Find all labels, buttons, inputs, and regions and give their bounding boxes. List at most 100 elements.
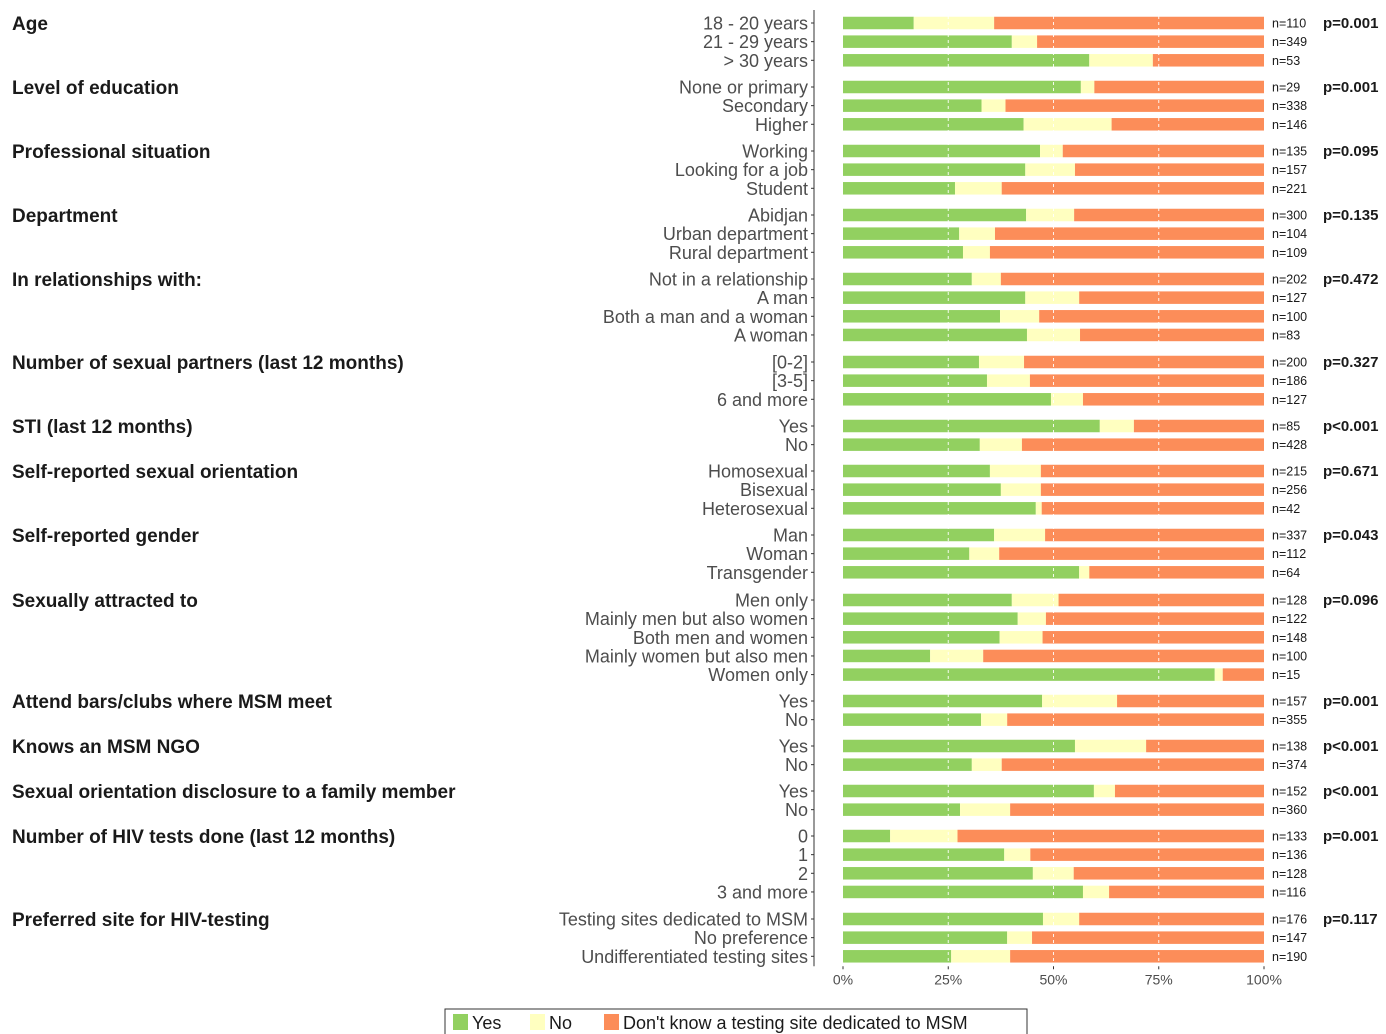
bar-segment-no bbox=[1023, 118, 1112, 131]
bar-segment-dont-know bbox=[1039, 310, 1264, 323]
bar-segment-yes bbox=[843, 483, 1001, 496]
bar-segment-dont-know bbox=[1001, 182, 1264, 195]
p-value: p=0.327 bbox=[1323, 354, 1378, 371]
category-label: Student bbox=[746, 179, 808, 199]
bar-segment-no bbox=[1011, 35, 1038, 48]
bar-segment-yes bbox=[843, 80, 1081, 94]
n-label: n=53 bbox=[1272, 54, 1300, 68]
bar-segment-yes bbox=[843, 829, 891, 843]
category-label: Heterosexual bbox=[702, 499, 808, 519]
category-label: None or primary bbox=[679, 78, 808, 98]
bar-segment-dont-know bbox=[1111, 118, 1264, 131]
bar-segment-no bbox=[1040, 144, 1063, 158]
bar-segment-no bbox=[979, 438, 1022, 451]
p-value: p=0.117 bbox=[1323, 911, 1378, 928]
group-title: Attend bars/clubs where MSM meet bbox=[12, 692, 333, 713]
n-label: n=85 bbox=[1272, 420, 1300, 434]
bar-segment-no bbox=[1050, 393, 1083, 406]
bar-segment-no bbox=[954, 182, 1002, 195]
bar-segment-dont-know bbox=[1010, 803, 1264, 816]
p-value: p=0.001 bbox=[1323, 79, 1378, 96]
legend-label: No bbox=[549, 1013, 572, 1033]
bar-segment-yes bbox=[843, 227, 960, 240]
category-label: A man bbox=[757, 288, 808, 308]
category-label: Both a man and a woman bbox=[603, 307, 808, 327]
n-label: n=128 bbox=[1272, 867, 1307, 881]
bar-segment-yes bbox=[843, 374, 987, 387]
bar-segment-no bbox=[890, 829, 958, 843]
x-tick-label: 50% bbox=[1039, 971, 1067, 987]
n-label: n=128 bbox=[1272, 594, 1307, 608]
category-label: Urban department bbox=[663, 224, 808, 244]
bar-segment-yes bbox=[843, 612, 1018, 625]
p-value: p<0.001 bbox=[1323, 418, 1378, 435]
p-value: p=0.472 bbox=[1323, 271, 1378, 288]
category-label: Transgender bbox=[707, 563, 808, 583]
bar-segment-yes bbox=[843, 528, 995, 542]
category-label: No bbox=[785, 800, 808, 820]
bar-segment-yes bbox=[843, 246, 963, 259]
bar-segment-no bbox=[989, 464, 1041, 478]
n-label: n=42 bbox=[1272, 502, 1300, 516]
bar-segment-yes bbox=[843, 272, 972, 286]
n-label: n=360 bbox=[1272, 803, 1307, 817]
bar-segment-no bbox=[930, 649, 984, 663]
group-title: Sexually attracted to bbox=[12, 591, 198, 612]
group-title: Self-reported gender bbox=[12, 526, 199, 547]
n-label: n=221 bbox=[1272, 182, 1307, 196]
bar-segment-dont-know bbox=[1058, 593, 1264, 607]
n-label: n=147 bbox=[1272, 931, 1307, 945]
bar-segment-yes bbox=[843, 912, 1043, 926]
category-label: Man bbox=[773, 526, 808, 546]
bar-segment-dont-know bbox=[1152, 54, 1264, 67]
category-label: Rural department bbox=[669, 243, 808, 263]
p-value: p=0.043 bbox=[1323, 527, 1378, 544]
bar-segment-no bbox=[969, 547, 1000, 560]
category-label: Woman bbox=[746, 544, 808, 564]
bar-segment-dont-know bbox=[1109, 885, 1264, 899]
bar-segment-yes bbox=[843, 631, 1000, 644]
bar-segment-no bbox=[951, 950, 1011, 963]
bar-segment-yes bbox=[843, 803, 961, 816]
category-label: 21 - 29 years bbox=[703, 32, 808, 52]
n-label: n=112 bbox=[1272, 547, 1306, 561]
category-label: Mainly women but also men bbox=[585, 646, 808, 666]
n-label: n=133 bbox=[1272, 830, 1307, 844]
bar-segment-no bbox=[1000, 310, 1040, 323]
bar-segment-no bbox=[986, 374, 1030, 387]
bar-segment-yes bbox=[843, 694, 1043, 708]
bar-segment-dont-know bbox=[1073, 867, 1264, 880]
bar-segment-yes bbox=[843, 291, 1026, 304]
bar-segment-no bbox=[1089, 54, 1153, 67]
n-label: n=100 bbox=[1272, 649, 1307, 663]
n-label: n=186 bbox=[1272, 374, 1307, 388]
bar-segment-yes bbox=[843, 566, 1080, 579]
p-value: p=0.095 bbox=[1323, 143, 1378, 160]
category-label: Yes bbox=[779, 417, 808, 437]
category-label: [3-5] bbox=[772, 371, 808, 391]
bar-segment-yes bbox=[843, 547, 970, 560]
bar-segment-yes bbox=[843, 16, 914, 30]
category-label: 18 - 20 years bbox=[703, 14, 808, 34]
bar-segment-dont-know bbox=[1074, 208, 1264, 222]
legend: Yes No Don't know a testing site dedicated… bbox=[444, 1008, 1028, 1034]
bar-segment-yes bbox=[843, 355, 979, 369]
group-title: In relationships with: bbox=[12, 270, 202, 291]
n-label: n=127 bbox=[1272, 291, 1307, 305]
bar-segment-dont-know bbox=[1030, 848, 1264, 861]
bar-segment-dont-know bbox=[1001, 758, 1264, 771]
bar-segment-dont-know bbox=[1045, 612, 1264, 625]
group-title: Number of HIV tests done (last 12 months… bbox=[12, 827, 395, 848]
category-label: No preference bbox=[694, 928, 808, 948]
bar-segment-no bbox=[1079, 566, 1090, 579]
bar-segment-no bbox=[1004, 848, 1031, 861]
n-label: n=190 bbox=[1272, 950, 1307, 964]
bar-segment-dont-know bbox=[1010, 950, 1264, 963]
bar-segment-yes bbox=[843, 163, 1026, 176]
bar-segment-dont-know bbox=[1222, 668, 1264, 681]
n-label: n=127 bbox=[1272, 393, 1307, 407]
bar-segment-dont-know bbox=[1000, 272, 1264, 286]
bar-segment-no bbox=[1214, 668, 1223, 681]
n-label: n=146 bbox=[1272, 118, 1307, 132]
bar-segment-yes bbox=[843, 419, 1100, 433]
